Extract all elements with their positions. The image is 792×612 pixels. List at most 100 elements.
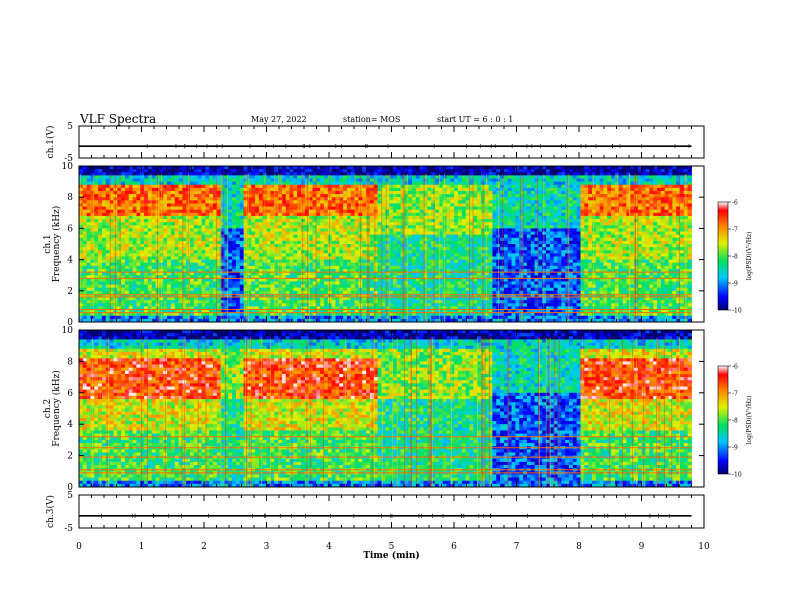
spectrogram-cell bbox=[178, 212, 183, 217]
spectrogram-cell bbox=[297, 265, 302, 270]
spectrogram-cell bbox=[431, 187, 436, 192]
spectrogram-cell bbox=[212, 256, 218, 260]
spectrogram-cell bbox=[255, 184, 260, 189]
spectrogram-cell bbox=[354, 306, 359, 310]
spectrogram-cell bbox=[255, 262, 260, 267]
spectrogram-cell bbox=[243, 306, 248, 310]
spectrogram-cell bbox=[209, 209, 214, 214]
spectrogram-cell bbox=[105, 169, 111, 173]
spectrogram-cell bbox=[170, 178, 176, 182]
spectrogram-cell bbox=[258, 231, 264, 236]
spectrogram-cell bbox=[404, 209, 409, 214]
spectrogram-cell bbox=[373, 203, 378, 207]
spectrogram-cell bbox=[438, 190, 444, 195]
spectrogram-cell bbox=[327, 181, 333, 186]
spectrogram-cell bbox=[389, 172, 394, 176]
spectrogram-cell bbox=[136, 275, 141, 279]
spectrogram-cell bbox=[423, 219, 428, 223]
spectrogram-cell bbox=[308, 234, 313, 239]
spectrogram-cell bbox=[243, 184, 248, 189]
spectrogram-cell bbox=[147, 219, 153, 223]
spectrogram-cell bbox=[228, 297, 233, 301]
spectrogram-cell bbox=[136, 312, 141, 317]
spectrogram-cell bbox=[255, 297, 260, 301]
spectrogram-cell bbox=[392, 228, 398, 232]
spectrogram-cell bbox=[366, 278, 371, 282]
spectrogram-cell bbox=[438, 306, 444, 310]
spectrogram-cell bbox=[212, 297, 218, 301]
spectrogram-cell bbox=[331, 166, 336, 170]
spectrogram-cell bbox=[419, 306, 424, 310]
spectrogram-cell bbox=[339, 303, 344, 307]
spectrogram-cell bbox=[190, 303, 195, 307]
spectrogram-cell bbox=[101, 187, 107, 192]
spectrogram-cell bbox=[377, 219, 382, 223]
spectrogram-cell bbox=[232, 244, 237, 248]
spectrogram-cell bbox=[320, 166, 325, 170]
spectrogram-cell bbox=[201, 197, 206, 201]
spectrogram-cell bbox=[86, 231, 91, 236]
spectrogram-cell bbox=[178, 275, 183, 279]
spectrogram-cell bbox=[190, 212, 195, 217]
spectrogram-cell bbox=[258, 190, 264, 195]
spectrogram-cell bbox=[266, 228, 271, 232]
spectrogram-cell bbox=[182, 175, 187, 179]
spectrogram-cell bbox=[423, 187, 428, 192]
station-label: station= MOS bbox=[343, 115, 401, 124]
spectrogram-cell bbox=[423, 290, 428, 295]
spectrogram-cell bbox=[174, 203, 179, 207]
spectrogram-cell bbox=[423, 315, 428, 320]
spectrogram-cell bbox=[251, 166, 256, 170]
spectrogram-cell bbox=[308, 172, 313, 176]
spectrogram-cell bbox=[216, 293, 222, 298]
spectrogram-cell bbox=[220, 303, 225, 307]
spectrogram-cell bbox=[404, 309, 409, 314]
y-tick-label: -5 bbox=[64, 154, 73, 164]
spectrogram-cell bbox=[412, 219, 417, 223]
spectrogram-cell bbox=[324, 281, 329, 285]
spectrogram-cell bbox=[255, 259, 260, 264]
spectrogram-cell bbox=[270, 166, 275, 170]
spectrogram-cell bbox=[82, 240, 88, 245]
spectrogram-cell bbox=[389, 287, 394, 292]
spectrogram-cell bbox=[301, 262, 306, 267]
spectrogram-cell bbox=[151, 272, 156, 276]
spectrogram-cell bbox=[113, 250, 118, 254]
spectrogram-cell bbox=[308, 281, 313, 285]
spectrogram-cell bbox=[266, 293, 271, 298]
spectrogram-cell bbox=[408, 228, 413, 232]
spectrogram-cell bbox=[228, 278, 233, 282]
spectrogram-cell bbox=[182, 247, 187, 251]
spectrogram-cell bbox=[385, 181, 390, 186]
spectrogram-cell bbox=[140, 297, 145, 301]
spectrogram-cell bbox=[327, 268, 333, 273]
spectrogram-cell bbox=[373, 281, 378, 285]
spectrogram-cell bbox=[381, 166, 386, 170]
spectrogram-cell bbox=[113, 309, 118, 314]
spectrogram-cell bbox=[369, 240, 375, 245]
spectrogram-cell bbox=[163, 175, 168, 179]
spectrogram-cell bbox=[220, 212, 225, 217]
spectrogram-cell bbox=[201, 309, 206, 314]
spectrogram-cell bbox=[132, 234, 137, 239]
spectrogram-cell bbox=[144, 166, 149, 170]
spectrogram-cell bbox=[182, 212, 187, 217]
spectrogram-cell bbox=[94, 187, 99, 192]
spectrogram-cell bbox=[255, 166, 260, 170]
spectrogram-cell bbox=[163, 293, 168, 298]
spectrogram-cell bbox=[224, 297, 229, 301]
spectrogram-cell bbox=[400, 318, 405, 323]
spectrogram-cell bbox=[163, 215, 168, 220]
spectrogram-cell bbox=[136, 200, 141, 204]
spectrogram-cell bbox=[389, 300, 394, 304]
spectrogram-cell bbox=[201, 312, 206, 317]
spectrogram-cell bbox=[151, 262, 156, 267]
spectrogram-cell bbox=[144, 293, 149, 298]
spectrogram-cell bbox=[312, 187, 317, 192]
spectrogram-cell bbox=[147, 306, 153, 310]
spectrogram-cell bbox=[442, 290, 447, 295]
spectrogram-cell bbox=[94, 275, 99, 279]
spectrogram-cell bbox=[212, 178, 218, 182]
spectrogram-cell bbox=[228, 244, 233, 248]
spectrogram-cell bbox=[140, 272, 145, 276]
